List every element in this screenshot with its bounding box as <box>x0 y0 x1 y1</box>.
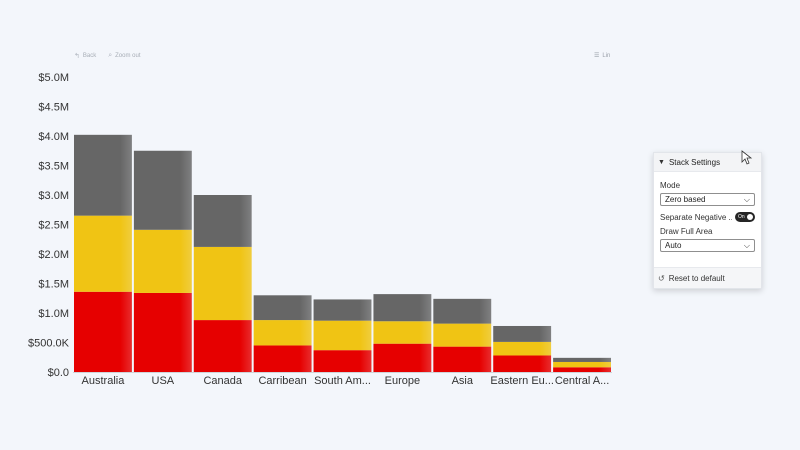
chevron-down-icon: ▼ <box>658 158 665 166</box>
y-tick-label: $3.0M <box>38 190 69 202</box>
y-tick-label: $2.0M <box>38 249 69 261</box>
x-tick-label: USA <box>152 375 175 387</box>
bar-segment[interactable] <box>493 341 552 356</box>
back-button[interactable]: ↰ Back <box>74 52 96 60</box>
bar-segment[interactable] <box>373 343 432 372</box>
reset-label: Reset to default <box>668 273 725 283</box>
bar-segment[interactable] <box>313 350 372 372</box>
mode-label: Mode <box>660 181 681 190</box>
panel-title: Stack Settings <box>668 157 721 167</box>
x-tick-label: South Am... <box>314 375 371 387</box>
toggle-state: On <box>738 214 745 220</box>
bar-segment[interactable] <box>313 320 372 351</box>
bar-segment[interactable] <box>373 321 432 344</box>
bar-segment[interactable] <box>193 320 252 372</box>
mode-select[interactable]: Zero based ⌵ <box>660 193 755 206</box>
bar-segment[interactable] <box>253 345 312 372</box>
bar-segment[interactable] <box>313 299 372 321</box>
y-tick-label: $500.0K <box>28 338 70 350</box>
y-tick-label: $1.0M <box>38 308 69 320</box>
bar-segment[interactable] <box>133 292 192 372</box>
zoom-out-button[interactable]: ⌕ Zoom out <box>108 52 140 60</box>
chart-toolbar: ↰ Back ⌕ Zoom out <box>74 52 141 60</box>
list-icon: ☰ <box>594 53 600 59</box>
x-tick-label: Europe <box>385 375 420 387</box>
y-tick-label: $4.5M <box>38 102 69 114</box>
magnifier-icon: ⌕ <box>108 52 113 59</box>
bar-segment[interactable] <box>553 357 611 362</box>
bar-segment[interactable] <box>253 295 312 321</box>
mouse-cursor-icon <box>741 150 753 165</box>
list-button[interactable]: ☰ Lin <box>594 52 611 60</box>
bar-segment[interactable] <box>133 229 192 293</box>
bar-segment[interactable] <box>74 215 132 292</box>
y-tick-label: $2.5M <box>38 220 69 232</box>
chevron-down-icon: ⌵ <box>743 240 750 250</box>
x-tick-label: Canada <box>203 375 242 387</box>
y-tick-label: $1.5M <box>38 279 69 291</box>
y-tick-label: $0.0 <box>48 367 69 379</box>
draw-full-area-select[interactable]: Auto ⌵ <box>660 239 755 252</box>
bar-segment[interactable] <box>433 323 492 347</box>
list-label: Lin <box>602 52 611 59</box>
y-tick-label: $4.0M <box>38 131 69 143</box>
bar-segment[interactable] <box>433 298 492 324</box>
bar-segment[interactable] <box>253 320 312 346</box>
x-tick-label: Carribean <box>258 375 306 387</box>
chevron-down-icon: ⌵ <box>743 194 750 204</box>
bar-segment[interactable] <box>74 291 132 372</box>
reset-icon: ↺ <box>658 273 665 283</box>
toggle-knob <box>747 214 753 220</box>
stack-settings-panel: ▼ Stack Settings Mode Zero based ⌵ Separ… <box>653 152 762 289</box>
separate-negative-label: Separate Negative ... <box>660 212 732 222</box>
bar-segment[interactable] <box>133 150 192 230</box>
draw-full-area-label: Draw Full Area <box>660 227 713 236</box>
x-tick-label: Australia <box>82 375 126 387</box>
panel-header[interactable]: ▼ Stack Settings <box>654 153 761 172</box>
separate-negative-toggle[interactable]: On <box>735 212 755 222</box>
bar-segment[interactable] <box>74 134 132 216</box>
y-tick-label: $3.5M <box>38 161 69 173</box>
bar-segment[interactable] <box>193 195 252 247</box>
y-tick-label: $5.0M <box>38 72 69 84</box>
mode-value: Zero based <box>665 195 706 204</box>
x-tick-label: Central A... <box>555 375 609 387</box>
bar-segment[interactable] <box>493 355 552 372</box>
bar-segment[interactable] <box>553 367 611 372</box>
reset-button[interactable]: ↺ Reset to default <box>654 267 761 288</box>
bar-segment[interactable] <box>553 361 611 368</box>
bar-segment[interactable] <box>433 346 492 372</box>
x-tick-label: Asia <box>452 375 474 387</box>
x-tick-label: Eastern Eu... <box>490 375 554 387</box>
back-arrow-icon: ↰ <box>74 53 80 60</box>
draw-full-area-value: Auto <box>665 241 682 250</box>
zoom-out-label: Zoom out <box>115 53 141 59</box>
bar-segment[interactable] <box>373 294 432 322</box>
bar-segment[interactable] <box>193 246 252 321</box>
back-label: Back <box>82 53 97 59</box>
bar-segment[interactable] <box>493 325 552 342</box>
